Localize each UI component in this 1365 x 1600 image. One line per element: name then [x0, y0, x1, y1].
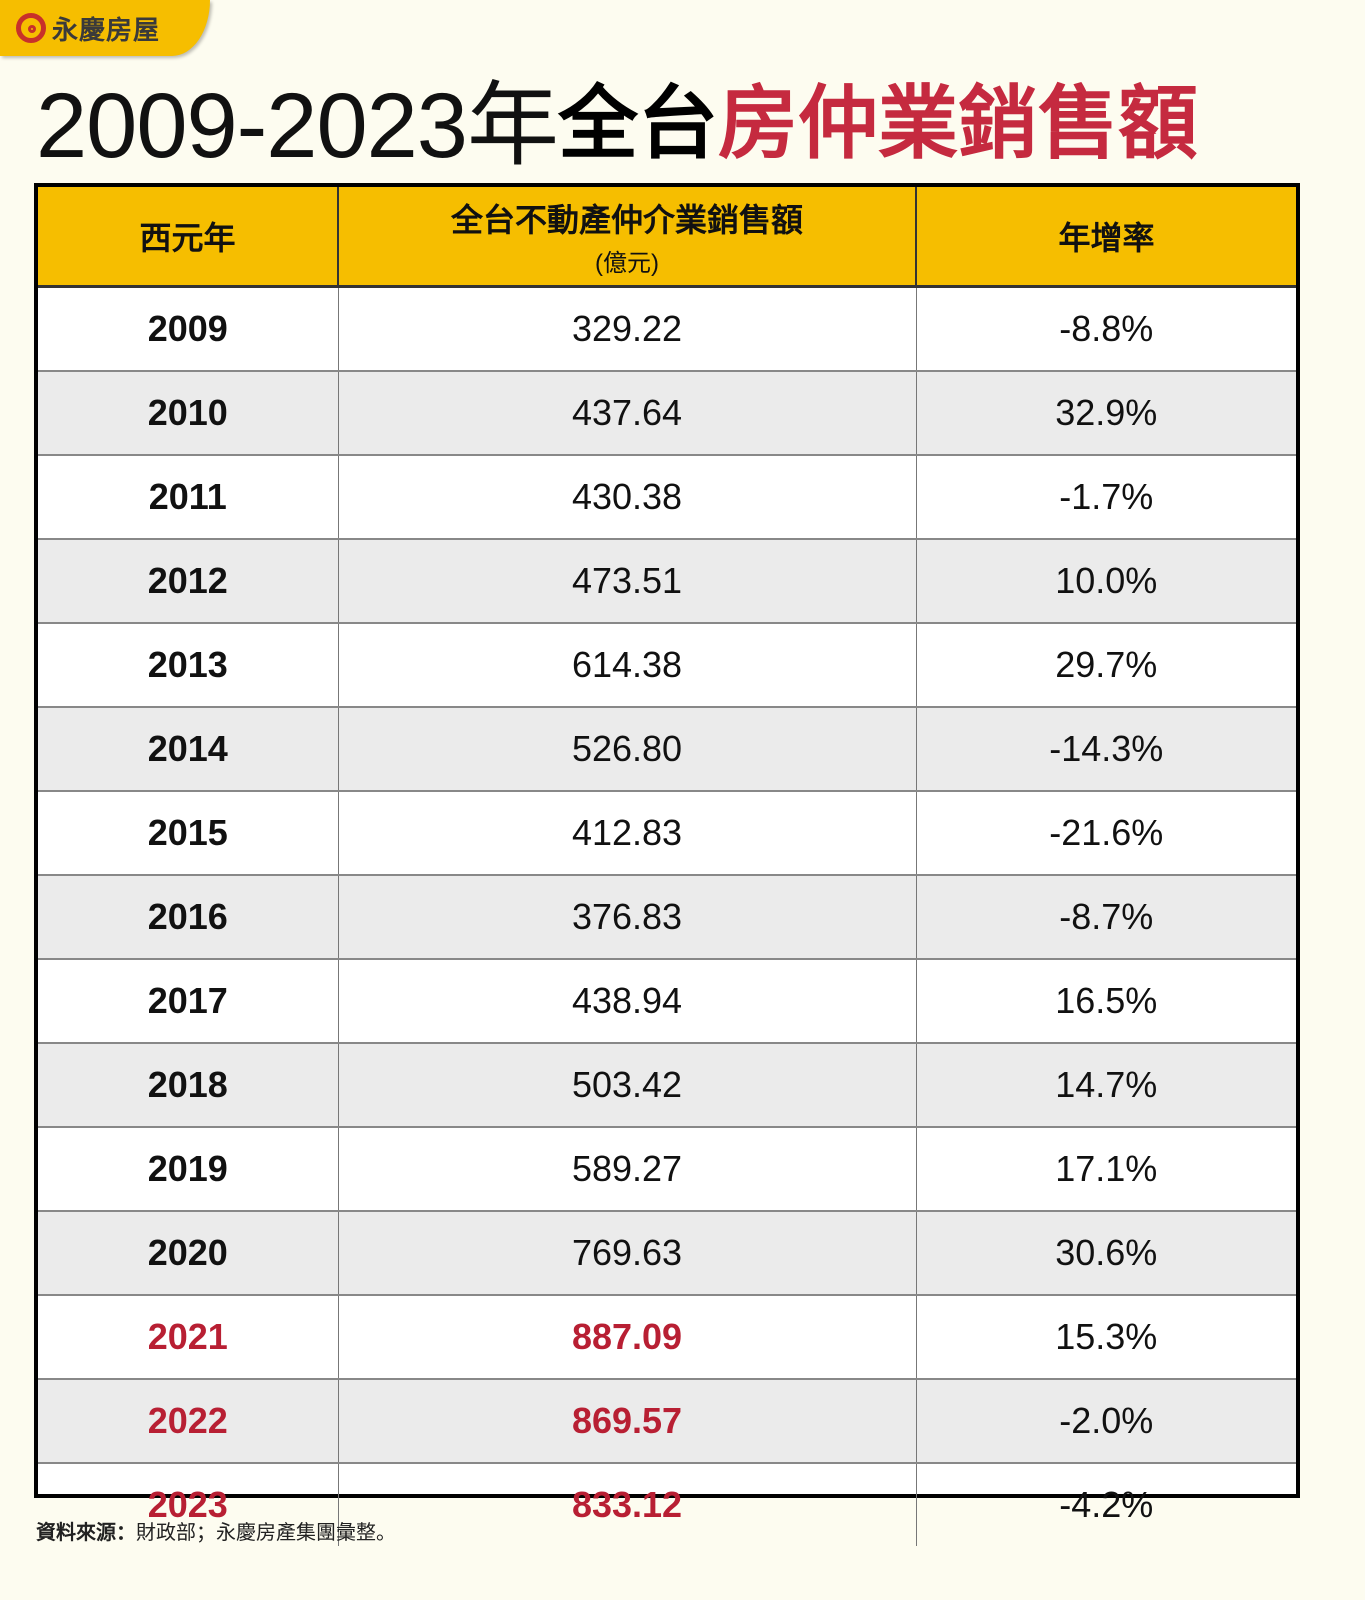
growth-cell: 30.6%: [916, 1210, 1296, 1295]
table-row: 2010 437.64 32.9%: [38, 370, 1296, 455]
year-cell: 2012: [38, 538, 339, 623]
table-row: 2017 438.94 16.5%: [38, 958, 1296, 1043]
table-row: 2016 376.83 -8.7%: [38, 874, 1296, 959]
amount-cell: 329.22: [338, 285, 917, 371]
growth-cell: -8.8%: [916, 285, 1296, 371]
table-row: 2023 833.12 -4.2%: [38, 1462, 1296, 1546]
year-cell: 2010: [38, 370, 339, 455]
growth-cell: -21.6%: [916, 790, 1296, 875]
amount-cell: 589.27: [338, 1126, 917, 1211]
year-cell: 2023: [38, 1462, 339, 1546]
growth-cell: 29.7%: [916, 622, 1296, 707]
title-years: 2009-2023年: [36, 74, 559, 177]
year-cell: 2021: [38, 1294, 339, 1379]
growth-cell: 32.9%: [916, 370, 1296, 455]
year-cell: 2018: [38, 1042, 339, 1127]
header-amount-unit: (億元): [595, 249, 659, 277]
growth-cell: -14.3%: [916, 706, 1296, 791]
source-note: 資料來源：財政部；永慶房產集團彙整。: [36, 1516, 396, 1545]
amount-cell: 769.63: [338, 1210, 917, 1295]
amount-cell: 614.38: [338, 622, 917, 707]
table-row: 2013 614.38 29.7%: [38, 622, 1296, 707]
year-cell: 2011: [38, 454, 339, 539]
growth-cell: -2.0%: [916, 1378, 1296, 1463]
year-cell: 2020: [38, 1210, 339, 1295]
growth-cell: -8.7%: [916, 874, 1296, 959]
header-year: 西元年: [38, 187, 339, 288]
table-row: 2011 430.38 -1.7%: [38, 454, 1296, 539]
year-cell: 2009: [38, 285, 339, 371]
year-cell: 2017: [38, 958, 339, 1043]
header-amount-label: 全台不動產仲介業銷售額: [450, 201, 803, 238]
year-cell: 2013: [38, 622, 339, 707]
amount-cell: 833.12: [338, 1462, 917, 1546]
year-cell: 2014: [38, 706, 339, 791]
year-cell: 2022: [38, 1378, 339, 1463]
year-cell: 2016: [38, 874, 339, 959]
source-label: 資料來源：: [36, 1522, 136, 1544]
amount-cell: 473.51: [338, 538, 917, 623]
amount-cell: 437.64: [338, 370, 917, 455]
growth-cell: 10.0%: [916, 538, 1296, 623]
logo-text: 永慶房屋: [52, 14, 161, 45]
table-row: 2018 503.42 14.7%: [38, 1042, 1296, 1127]
source-text: 財政部；永慶房產集團彙整。: [136, 1522, 396, 1544]
page-title: 2009-2023年 全台 房仲業銷售額: [36, 62, 1198, 177]
amount-cell: 438.94: [338, 958, 917, 1043]
amount-cell: 430.38: [338, 454, 917, 539]
header-growth: 年增率: [916, 187, 1296, 288]
growth-cell: 17.1%: [916, 1126, 1296, 1211]
table-row: 2009 329.22 -8.8%: [38, 285, 1296, 371]
amount-cell: 526.80: [338, 706, 917, 791]
table-row: 2019 589.27 17.1%: [38, 1126, 1296, 1211]
sales-table: 西元年 全台不動產仲介業銷售額 (億元) 年增率 2009 329.22 -8.8%…: [34, 183, 1300, 1546]
table-header-row: 西元年 全台不動產仲介業銷售額 (億元) 年增率: [38, 187, 1296, 288]
amount-cell: 869.57: [338, 1378, 917, 1463]
table-row: 2014 526.80 -14.3%: [38, 706, 1296, 791]
growth-cell: 14.7%: [916, 1042, 1296, 1127]
table-row: 2022 869.57 -2.0%: [38, 1378, 1296, 1463]
growth-cell: -1.7%: [916, 454, 1296, 539]
table-row: 2021 887.09 15.3%: [38, 1294, 1296, 1379]
yungching-logo-icon: [16, 13, 46, 43]
table-row: 2015 412.83 -21.6%: [38, 790, 1296, 875]
year-cell: 2015: [38, 790, 339, 875]
amount-cell: 503.42: [338, 1042, 917, 1127]
logo-banner: 永慶房屋: [0, 0, 210, 56]
title-region: 全台: [557, 79, 718, 168]
growth-cell: 16.5%: [916, 958, 1296, 1043]
growth-cell: 15.3%: [916, 1294, 1296, 1379]
amount-cell: 376.83: [338, 874, 917, 959]
amount-cell: 887.09: [338, 1294, 917, 1379]
header-amount: 全台不動產仲介業銷售額 (億元): [338, 187, 917, 288]
year-cell: 2019: [38, 1126, 339, 1211]
table-row: 2020 769.63 30.6%: [38, 1210, 1296, 1295]
table-row: 2012 473.51 10.0%: [38, 538, 1296, 623]
growth-cell: -4.2%: [916, 1462, 1296, 1546]
title-subject: 房仲業銷售額: [717, 79, 1198, 168]
amount-cell: 412.83: [338, 790, 917, 875]
